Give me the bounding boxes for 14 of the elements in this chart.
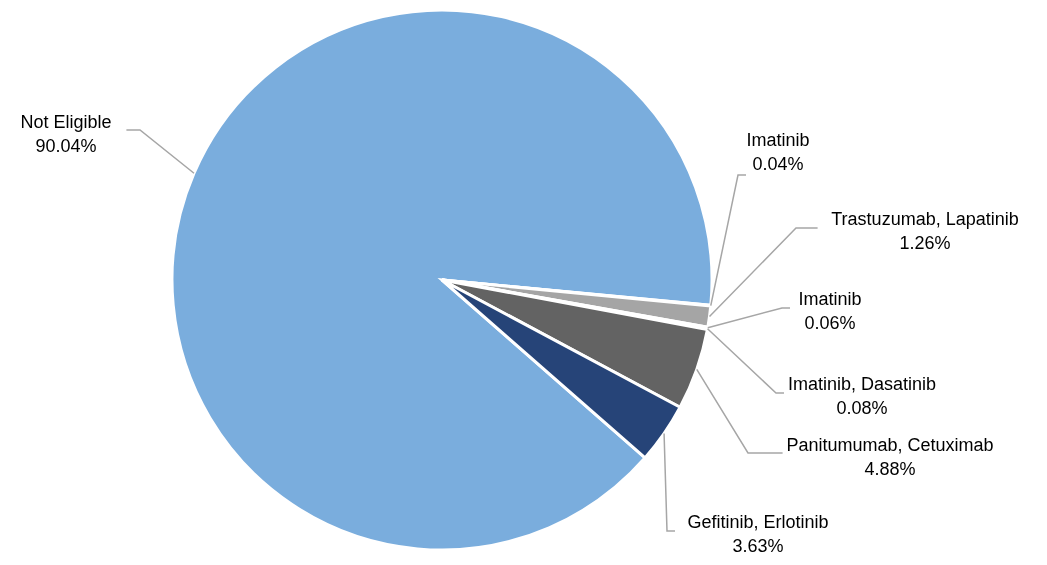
data-label: 0.08% xyxy=(836,398,888,418)
slice-label: Gefitinib, Erlotinib xyxy=(687,512,829,532)
slice-label: Imatinib xyxy=(746,130,810,150)
data-label: 3.63% xyxy=(732,536,784,556)
slice-label: Imatinib xyxy=(798,289,862,309)
slice-label: Not Eligible xyxy=(20,112,112,132)
data-label: 4.88% xyxy=(864,459,916,479)
slice-label: Trastuzumab, Lapatinib xyxy=(831,209,1019,229)
slice-label: Imatinib, Dasatinib xyxy=(787,374,937,394)
data-label: 0.06% xyxy=(804,313,856,333)
data-label: 90.04% xyxy=(35,136,97,156)
slice-label: Panitumumab, Cetuximab xyxy=(786,435,994,455)
data-label: 0.04% xyxy=(752,154,804,174)
data-label: 1.26% xyxy=(899,233,951,253)
